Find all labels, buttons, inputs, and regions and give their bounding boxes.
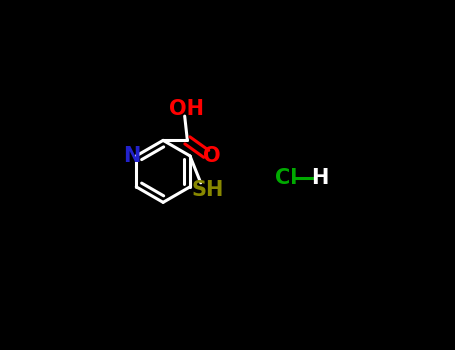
Text: OH: OH <box>168 99 203 119</box>
Text: O: O <box>203 146 221 166</box>
Text: H: H <box>311 168 328 188</box>
Text: N: N <box>123 146 140 166</box>
Text: SH: SH <box>191 180 224 200</box>
Text: Cl: Cl <box>274 168 297 188</box>
